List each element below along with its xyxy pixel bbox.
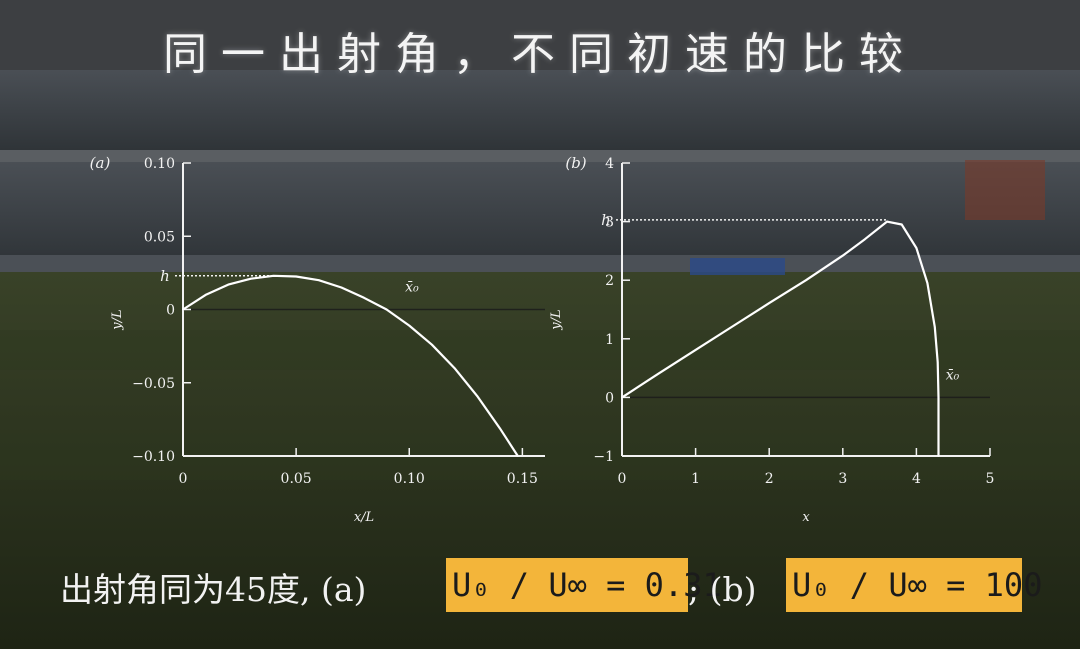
trajectory-point [272,275,275,277]
x0-label: x̄₀ [946,367,960,383]
y-tick-label: 0 [605,390,614,406]
trajectory-point [182,308,184,311]
trajectory-point [842,254,844,257]
x-tick-label: 3 [838,471,847,487]
panel-a-chart: 0.100.050−0.05−0.100 0.05 0.10 0.15(a)y/Lx/… [90,154,545,525]
y-tick-label: 2 [605,273,614,289]
x-tick-label: 4 [912,471,921,487]
trajectory-point [768,302,770,304]
x-tick-label: 0.10 [394,471,425,487]
y-tick-label: −0.05 [132,376,175,392]
trajectory-curve [621,220,940,456]
trajectory-point [694,349,697,351]
caption-separator: ; (b) [688,570,757,609]
x0-label: x̄₀ [405,280,419,296]
trajectory-point [731,325,734,328]
x-tick-label: 0.05 [281,471,312,487]
trajectory-point [476,395,478,397]
y-axis-label: y/L [110,309,125,330]
trajectory-point [936,361,939,364]
x-tick-label: 5 [986,471,995,487]
trajectory-point [250,277,252,280]
trajectory-point [937,396,940,399]
y-tick-label: 4 [605,156,614,172]
trajectory-point [864,238,866,240]
trajectory-point [886,220,888,223]
x-tick-label: 0.15 [507,471,538,487]
trajectory-point [805,279,807,282]
x-axis-label: x [802,510,810,525]
trajectory-point [498,427,501,429]
y-tick-label: −1 [593,449,614,465]
y-tick-label: 1 [605,332,614,348]
trajectory-point [204,294,207,296]
h-label: h [601,211,611,229]
trajectory-point [340,286,343,289]
x-axis-label: x/L [354,510,374,525]
h-label: h [160,267,170,285]
caption-text: 出射角同为45度, (a) [60,570,367,609]
x-tick-label: 0 [179,471,188,487]
trajectory-point [937,455,940,457]
y-axis-label: y/L [549,309,564,330]
panel-label: (a) [90,154,111,172]
y-tick-label: 0.10 [144,156,175,172]
x-tick-label: 1 [691,471,700,487]
trajectory-point [431,343,433,346]
y-tick-label: 0.05 [144,229,175,245]
slide-title: 同一出射角，不同初速的比较 [163,29,917,80]
trajectory-point [453,367,456,369]
trajectory-point [363,296,365,299]
trajectory-point [934,326,936,328]
trajectory-point [658,372,660,375]
trajectory-curve [182,274,519,457]
trajectory-point [621,396,623,399]
panel-label: (b) [565,154,586,172]
y-tick-label: 3 [605,215,614,231]
trajectory-point [317,279,320,282]
x-tick-label: 2 [765,471,774,487]
x-tick-label: 0 [618,471,627,487]
highlight-ratio-b: U₀ / U∞ = 100 [786,558,1042,612]
trajectory-point [295,275,297,278]
trajectory-point [900,223,903,226]
trajectory-point [926,282,929,284]
trajectory-point [227,283,230,286]
trajectory-point [517,455,519,457]
trajectory-point [408,324,411,327]
trajectory-point [915,247,918,249]
trajectory-point [385,308,388,311]
y-tick-label: −0.10 [132,449,175,465]
highlight-ratio-a: U₀ / U∞ = 0.31 [446,558,722,612]
y-tick-label: 0 [166,303,175,319]
